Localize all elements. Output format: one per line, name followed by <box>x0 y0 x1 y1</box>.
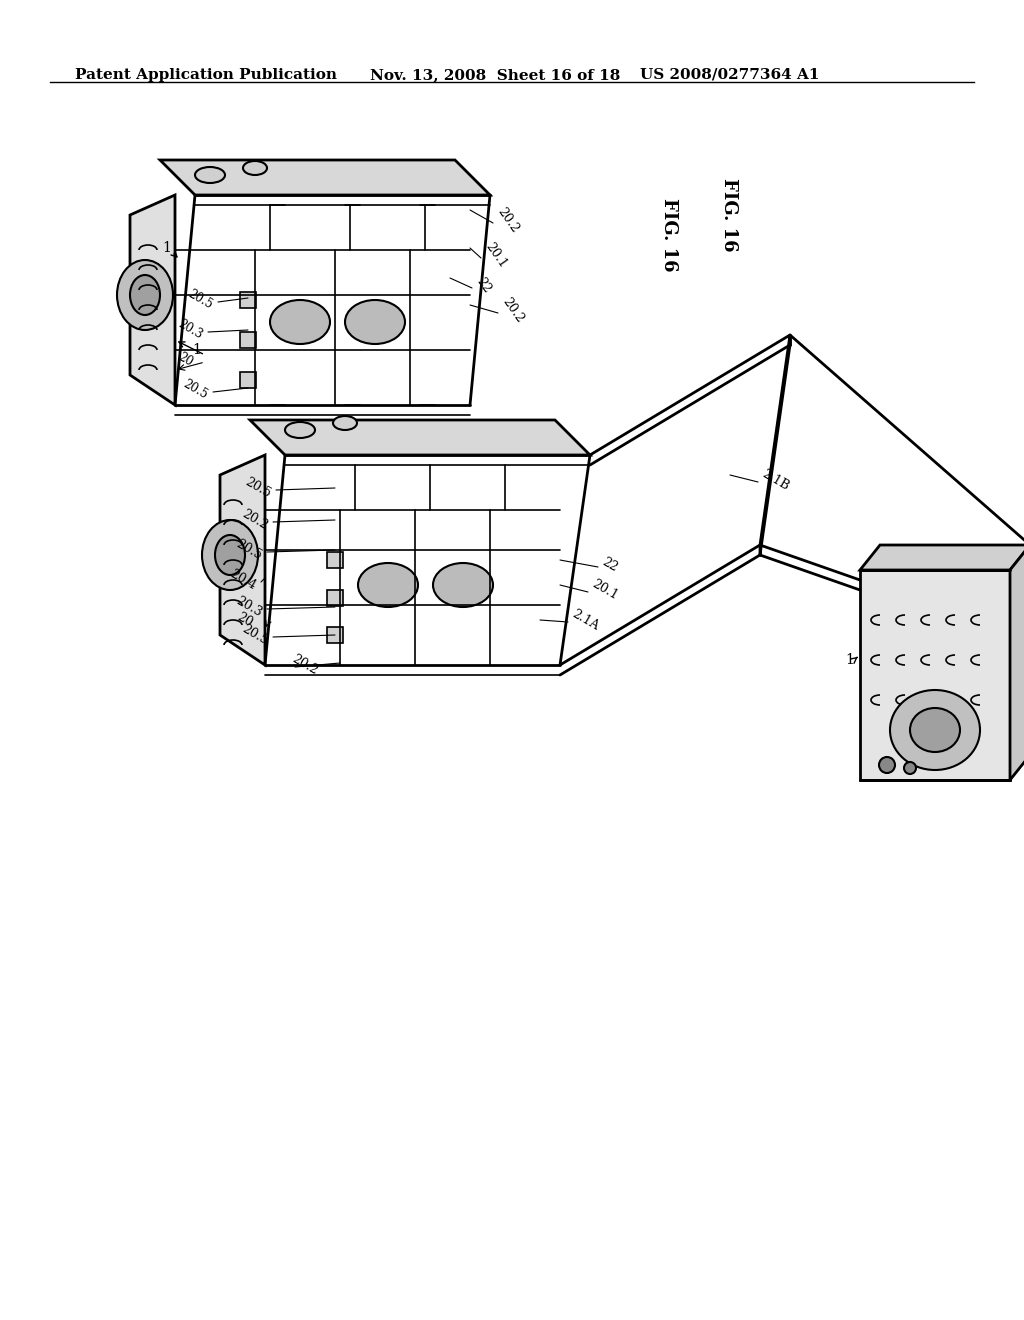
Text: FIG. 16: FIG. 16 <box>660 198 678 272</box>
Bar <box>240 292 256 308</box>
Text: Patent Application Publication: Patent Application Publication <box>75 69 337 82</box>
Text: 20: 20 <box>234 610 255 630</box>
Ellipse shape <box>358 564 418 607</box>
Text: Nov. 13, 2008  Sheet 16 of 18: Nov. 13, 2008 Sheet 16 of 18 <box>370 69 621 82</box>
Bar <box>327 552 343 568</box>
Text: 20.2: 20.2 <box>240 507 270 532</box>
Text: 1: 1 <box>163 242 171 255</box>
Polygon shape <box>160 160 490 195</box>
Polygon shape <box>760 335 790 554</box>
Polygon shape <box>130 195 175 405</box>
Ellipse shape <box>433 564 493 607</box>
Polygon shape <box>220 455 265 665</box>
Ellipse shape <box>879 756 895 774</box>
Polygon shape <box>860 545 1024 570</box>
Ellipse shape <box>130 275 160 315</box>
Text: 20.3: 20.3 <box>233 594 264 619</box>
Text: 22: 22 <box>600 556 621 574</box>
Ellipse shape <box>333 416 357 430</box>
Text: 20.1: 20.1 <box>483 240 510 271</box>
Bar <box>240 333 256 348</box>
Text: 20.2: 20.2 <box>495 205 521 235</box>
Text: 20.1: 20.1 <box>590 577 621 602</box>
Bar <box>327 627 343 643</box>
Polygon shape <box>860 570 1010 780</box>
Ellipse shape <box>195 168 225 183</box>
Polygon shape <box>1010 545 1024 780</box>
Text: 20.4: 20.4 <box>227 568 258 593</box>
Ellipse shape <box>270 300 330 345</box>
Ellipse shape <box>910 708 961 752</box>
Text: 2.1A: 2.1A <box>570 607 601 632</box>
Ellipse shape <box>285 422 315 438</box>
Text: 2.1B: 2.1B <box>760 467 792 492</box>
Text: 20.3: 20.3 <box>176 318 205 342</box>
Ellipse shape <box>202 520 258 590</box>
Text: 1: 1 <box>846 653 854 667</box>
Bar <box>327 590 343 606</box>
Text: 20.5: 20.5 <box>186 288 215 312</box>
Ellipse shape <box>904 762 916 774</box>
Text: 20: 20 <box>176 351 195 370</box>
Text: 20.5: 20.5 <box>243 475 273 500</box>
Text: 20.5: 20.5 <box>240 623 270 648</box>
Ellipse shape <box>890 690 980 770</box>
Polygon shape <box>250 420 590 455</box>
Text: 20.2: 20.2 <box>500 294 526 325</box>
Text: 20.5: 20.5 <box>181 378 210 403</box>
Text: 20.2: 20.2 <box>290 652 321 677</box>
Ellipse shape <box>243 161 267 176</box>
Text: 1: 1 <box>193 343 202 356</box>
Ellipse shape <box>215 535 245 576</box>
Text: 22: 22 <box>474 275 494 296</box>
Text: US 2008/0277364 A1: US 2008/0277364 A1 <box>640 69 819 82</box>
Text: 20.5: 20.5 <box>233 537 264 562</box>
Ellipse shape <box>117 260 173 330</box>
Text: FIG. 16: FIG. 16 <box>720 178 738 252</box>
Ellipse shape <box>345 300 406 345</box>
Bar <box>240 372 256 388</box>
